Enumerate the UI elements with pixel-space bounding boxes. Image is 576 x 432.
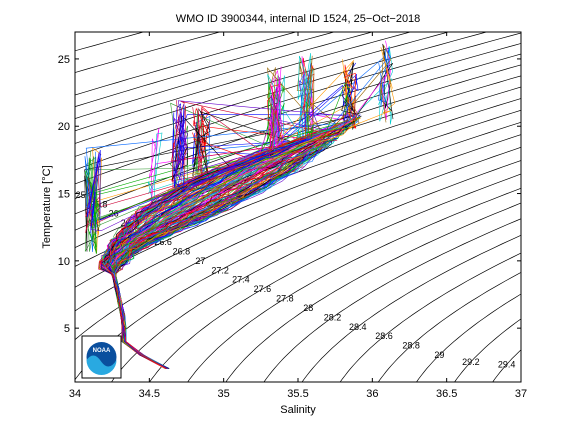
density-contour-label: 27 [195, 256, 205, 266]
density-contour [111, 160, 521, 382]
density-contour [187, 187, 521, 382]
density-contour [75, 32, 298, 96]
noaa-logo: NOAA [81, 335, 122, 379]
density-contour [454, 318, 521, 382]
y-tick-label: 15 [58, 189, 70, 201]
density-contour-label: 27.4 [232, 275, 250, 285]
density-contour [225, 202, 521, 382]
density-contour [75, 121, 521, 312]
density-contour [75, 32, 521, 171]
density-contour-label: 27.8 [276, 294, 294, 304]
y-tick-label: 5 [64, 323, 70, 335]
density-contour-label: 29 [434, 350, 444, 360]
x-tick-label: 34.5 [139, 388, 160, 400]
ts-profile [104, 120, 349, 369]
density-contour-label: 27.2 [211, 265, 229, 275]
x-tick-label: 35.5 [287, 388, 308, 400]
density-contour-label: 28 [303, 303, 313, 313]
x-tick-label: 35 [218, 388, 230, 400]
y-tick-label: 10 [58, 256, 70, 268]
chart-title: WMO ID 3900344, internal ID 1524, 25−Oct… [176, 13, 421, 25]
density-contour [301, 234, 521, 382]
density-contour-label: 25.6 [76, 190, 94, 200]
density-contour-label: 27.6 [254, 284, 272, 294]
x-axis-label: Salinity [280, 404, 316, 416]
ts-profile [108, 104, 308, 369]
ts-profile [114, 144, 316, 369]
density-contour [75, 32, 412, 132]
y-axis-label: Temperature [°C] [41, 165, 53, 248]
x-axis: 34 34.5 35 35.5 36 36.5 37 [69, 32, 527, 400]
density-contour [75, 32, 336, 108]
ts-profile [98, 131, 319, 369]
y-tick-label: 20 [58, 121, 70, 133]
x-tick-label: 36 [366, 388, 378, 400]
density-contour-label: 26.8 [173, 246, 191, 256]
density-contour [149, 173, 521, 382]
density-contour [0, 19, 41, 396]
density-contour-label: 28.4 [349, 322, 367, 332]
density-contour-label: 28.6 [375, 331, 393, 341]
density-contour [75, 134, 521, 341]
density-contour-label: 26 [109, 209, 119, 219]
density-contour [377, 272, 521, 382]
x-tick-label: 34 [69, 388, 81, 400]
density-contour-label: 29.2 [462, 357, 480, 367]
noaa-logo-text: NOAA [93, 348, 111, 354]
y-axis: 5 10 15 20 25 [58, 54, 521, 335]
x-tick-label: 36.5 [436, 388, 457, 400]
density-contour [75, 109, 521, 288]
x-tick-label: 37 [515, 388, 527, 400]
density-contour [75, 32, 374, 119]
density-contour-label: 28.8 [402, 341, 420, 351]
density-contour-label: 29.4 [498, 360, 516, 370]
density-contour [416, 293, 521, 382]
ts-profile [107, 82, 351, 369]
density-contour [263, 218, 521, 382]
density-contour-label: 26.6 [154, 237, 172, 247]
y-tick-label: 25 [58, 54, 70, 66]
density-contour [75, 146, 521, 381]
density-contour [339, 252, 521, 382]
density-contour [75, 32, 450, 144]
ts-profile [102, 164, 233, 369]
density-contour-label: 28.2 [324, 312, 342, 322]
density-contour [75, 53, 521, 199]
ts-profiles [84, 40, 396, 369]
